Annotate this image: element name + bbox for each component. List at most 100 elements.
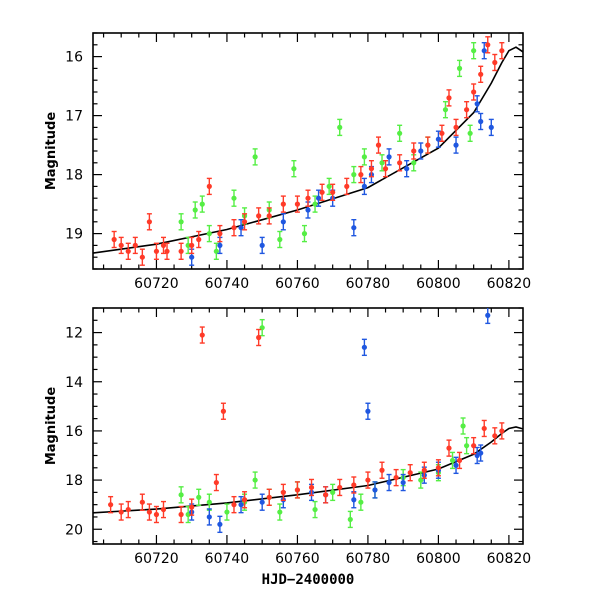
top-red-point [319, 189, 325, 195]
bottom-blue-point [485, 312, 491, 318]
bottom-blue-point [351, 497, 357, 503]
top-green-point [213, 248, 219, 254]
bottom-red-point [146, 509, 152, 515]
top-y-tick-label: 17 [65, 109, 83, 125]
top-blue-point [474, 101, 480, 107]
bottom-blue-point [217, 521, 223, 527]
bottom-red-point [481, 425, 487, 432]
bottom-y-tick-label: 18 [65, 473, 83, 489]
bottom-red-point [294, 487, 301, 493]
bottom-red-point [241, 497, 248, 503]
top-red-point [266, 213, 272, 219]
top-blue-point [280, 219, 286, 225]
bottom-green-point [178, 492, 184, 498]
bottom-blue-point [453, 462, 459, 468]
top-blue-point [259, 242, 265, 248]
top-red-point [453, 124, 459, 130]
top-blue-point [453, 142, 459, 148]
bottom-red-point [379, 467, 385, 473]
bottom-red-point [160, 506, 167, 513]
top-red-point [139, 254, 145, 260]
bottom-red-point [323, 492, 329, 498]
bottom-red-point [189, 504, 195, 510]
top-green-point [379, 160, 385, 166]
top-green-point [456, 65, 463, 71]
x-axis-label: HJD−2400000 [262, 572, 355, 588]
top-model-curve [93, 46, 523, 254]
top-green-point [411, 160, 417, 166]
top-red-point [382, 166, 389, 172]
top-green-point [277, 236, 283, 243]
top-y-axis-label: Magnitude [44, 112, 59, 191]
top-red-point [305, 195, 311, 201]
top-green-point [467, 130, 473, 136]
bottom-y-axis-label: Magnitude [44, 387, 59, 466]
top-red-point [485, 42, 491, 48]
bottom-red-point [118, 509, 124, 515]
top-green-point [199, 201, 205, 207]
top-x-tick-label: 60800 [416, 276, 461, 292]
bottom-red-point [266, 494, 272, 500]
top-x-tick-label: 60720 [134, 276, 179, 292]
top-red-point [118, 242, 124, 248]
bottom-red-point [125, 506, 131, 513]
top-green-point [252, 154, 258, 160]
bottom-red-point [492, 433, 498, 439]
top-blue-point [418, 148, 424, 154]
top-green-point [442, 107, 449, 113]
bottom-red-point [351, 482, 357, 488]
top-blue-point [217, 242, 223, 248]
bottom-red-point [393, 475, 399, 481]
top-blue-point [478, 118, 484, 125]
top-red-point [256, 213, 262, 219]
bottom-blue-point [238, 502, 244, 508]
bottom-blue-point [400, 479, 406, 486]
top-blue-point [435, 136, 442, 142]
bottom-red-point [256, 334, 262, 341]
bottom-red-point [280, 489, 286, 495]
bottom-red-point [499, 428, 505, 434]
bottom-blue-point [206, 514, 212, 520]
bottom-data-layer [93, 308, 523, 534]
bottom-x-tick-label: 60760 [275, 551, 320, 567]
top-blue-point [351, 225, 357, 231]
bottom-x-tick-label: 60720 [134, 551, 179, 567]
top-blue-point [386, 154, 392, 160]
bottom-green-point [252, 477, 258, 483]
top-red-point [189, 242, 195, 248]
bottom-green-point [449, 457, 456, 464]
bottom-model-curve [93, 426, 523, 514]
top-red-point [164, 248, 170, 254]
bottom-blue-point [365, 408, 371, 414]
top-red-point [196, 236, 202, 243]
top-red-point [280, 201, 286, 207]
top-red-point [375, 142, 382, 148]
top-x-tick-label: 60740 [205, 276, 250, 292]
top-red-point [425, 142, 431, 148]
top-red-point [499, 48, 505, 54]
top-green-point [312, 201, 318, 207]
top-red-point [132, 242, 138, 248]
bottom-red-point [199, 332, 205, 338]
top-green-point [301, 231, 308, 237]
top-x-tick-label: 60780 [346, 276, 391, 292]
bottom-green-point [277, 509, 283, 515]
bottom-green-point [347, 516, 353, 523]
top-green-point [291, 166, 297, 172]
top-red-point [397, 160, 403, 166]
bottom-x-tick-label: 60820 [487, 551, 532, 567]
bottom-blue-point [478, 450, 484, 456]
bottom-green-point [312, 506, 318, 513]
bottom-x-tick-label: 60800 [416, 551, 461, 567]
top-y-tick-label: 18 [65, 168, 83, 184]
top-red-point [146, 219, 152, 225]
top-red-point [153, 248, 160, 254]
bottom-panel-frame [92, 307, 524, 545]
top-panel: Magnitude 60720 60740 60760 60780 60800 60820… [44, 32, 531, 292]
top-green-point [337, 124, 343, 130]
bottom-x-tick-label: 60740 [205, 551, 250, 567]
top-green-point [192, 207, 198, 213]
bottom-y-tick-label: 16 [65, 424, 83, 440]
bottom-green-point [330, 489, 336, 495]
